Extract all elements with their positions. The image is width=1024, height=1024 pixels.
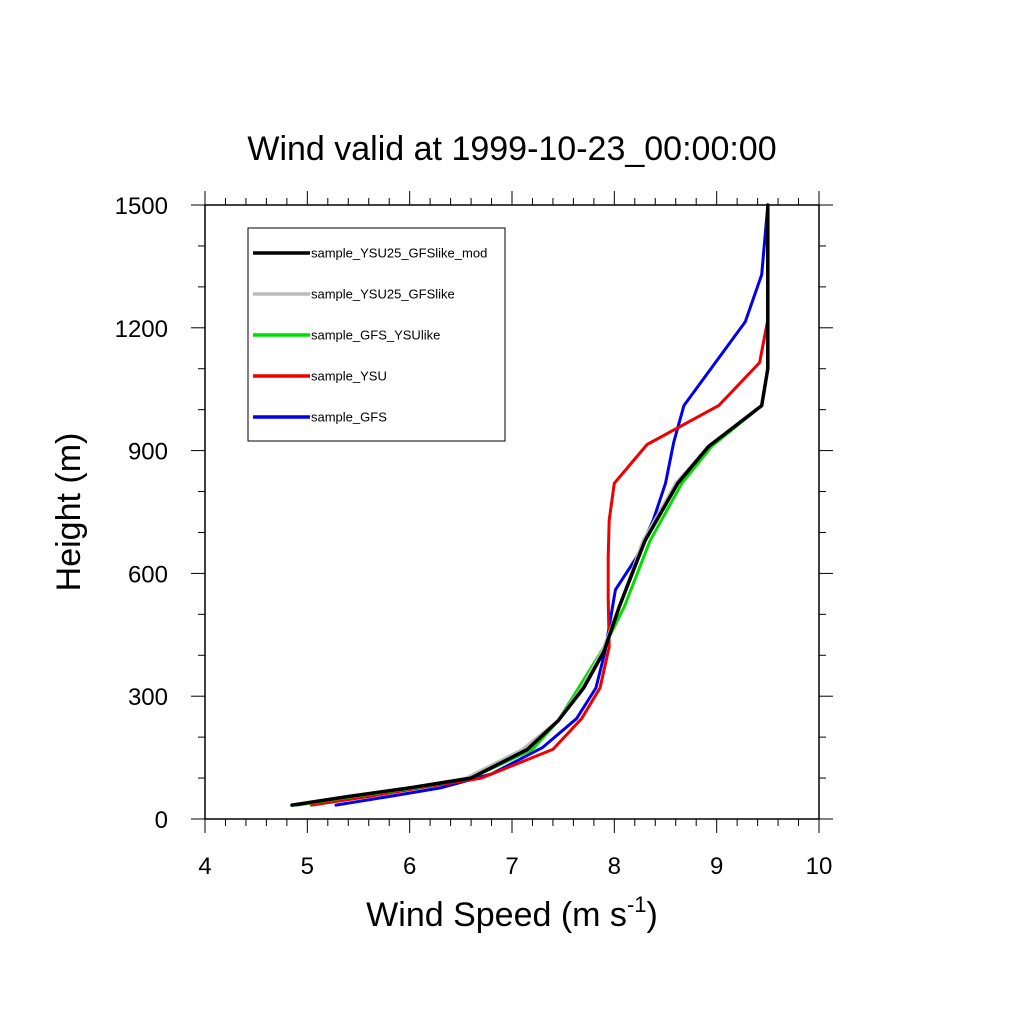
y-tick-label: 1200	[115, 316, 168, 343]
x-tick-label: 9	[710, 853, 723, 880]
y-tick-label: 1500	[115, 193, 168, 220]
y-tick-label: 300	[128, 684, 168, 711]
plot-frame	[204, 204, 820, 820]
y-axis-title: Height (m)	[50, 433, 88, 592]
series-layer	[290, 203, 770, 807]
x-tick-label: 8	[608, 853, 621, 880]
chart-title: Wind valid at 1999-10-23_00:00:00	[247, 130, 776, 168]
legend-label: sample_YSU25_GFSlike	[311, 287, 455, 302]
axis-ticks	[191, 191, 833, 833]
y-tick-label: 600	[128, 561, 168, 588]
x-tick-label: 7	[505, 853, 518, 880]
legend-label: sample_GFS	[311, 410, 387, 425]
legend-label: sample_YSU	[311, 369, 387, 384]
x-tick-label: 5	[301, 853, 314, 880]
x-tick-label: 10	[806, 853, 833, 880]
legend-label: sample_GFS_YSUlike	[311, 328, 440, 343]
legend-label: sample_YSU25_GFSlike_mod	[311, 246, 487, 261]
x-axis-title: Wind Speed (m s-1)	[366, 892, 658, 934]
x-tick-label: 4	[198, 853, 211, 880]
legend: sample_YSU25_GFSlike_mod sample_YSU25_GFS…	[247, 227, 506, 442]
y-tick-label: 0	[155, 807, 168, 834]
y-tick-label: 900	[128, 439, 168, 466]
x-tick-label: 6	[403, 853, 416, 880]
tick-labels: 4 5 6 7 8 9 10 0 300 600 900 1200 1500	[115, 193, 833, 880]
series-line-sample_YSU25_GFSlike_mod	[290, 203, 770, 807]
